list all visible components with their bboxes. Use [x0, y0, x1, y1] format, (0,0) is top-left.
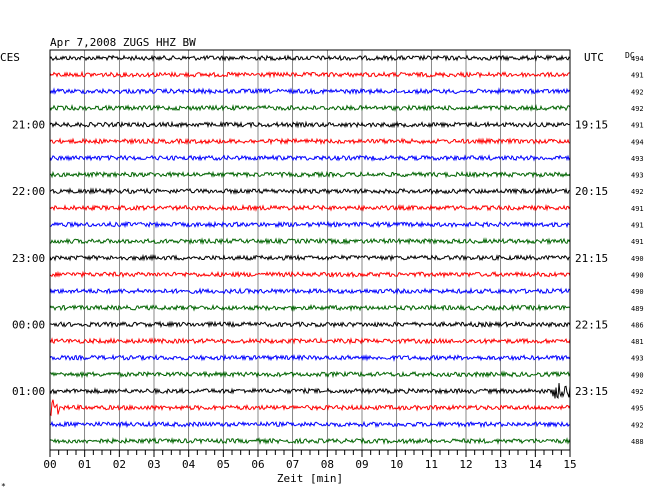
x-tick-label: 13: [494, 458, 507, 471]
dc-value: 493: [631, 355, 644, 363]
left-hour-label: 21:00: [12, 119, 45, 132]
seismic-trace: [50, 220, 571, 229]
chart-title: Apr 7,2008 ZUGS HHZ BW: [50, 36, 196, 49]
x-tick-label: 14: [529, 458, 543, 471]
x-tick-label: 15: [563, 458, 576, 471]
dc-value: 486: [631, 321, 644, 329]
dc-value: 491: [631, 122, 644, 130]
x-axis-ticks: 00 01 02 03 04 05 06 07 08 09 10 11 12 13 14 15: [43, 450, 577, 471]
seismic-trace: [49, 337, 571, 346]
left-hour-label: 23:00: [12, 252, 45, 265]
seismic-trace: [49, 54, 571, 62]
seismic-trace: [49, 237, 571, 246]
dc-value: 490: [631, 271, 644, 279]
dc-value: 488: [631, 438, 644, 446]
seismic-trace: [49, 253, 571, 262]
left-hour-label: 00:00: [12, 318, 45, 331]
right-hour-label: 23:15: [575, 385, 608, 398]
dc-value: 492: [631, 105, 644, 113]
seismic-trace: [49, 383, 571, 400]
x-tick-label: 07: [286, 458, 299, 471]
seismic-trace: [49, 320, 571, 329]
seismic-trace: [49, 399, 571, 417]
dc-value: 493: [631, 155, 644, 163]
footer-mark: *: [1, 482, 6, 491]
dc-value: 491: [631, 222, 644, 230]
left-timezone-label: CES: [0, 51, 20, 64]
seismic-trace: [49, 170, 571, 179]
seismic-trace: [49, 70, 570, 79]
seismic-trace: [49, 137, 571, 146]
x-axis-label: Zeit [min]: [277, 472, 343, 485]
dc-value-labels: 494 491 492 492 491 494 493 493 492 491 491 491 490 4…: [631, 55, 644, 446]
seismic-trace: [49, 420, 571, 429]
dc-value: 492: [631, 421, 644, 429]
right-timezone-label: UTC: [584, 51, 604, 64]
dc-value: 495: [631, 405, 644, 413]
dc-value: 494: [631, 138, 644, 146]
grid-lines: [84, 50, 536, 450]
seismic-trace: [49, 103, 571, 112]
x-tick-label: 04: [182, 458, 196, 471]
x-tick-label: 03: [147, 458, 160, 471]
dc-value: 492: [631, 388, 644, 396]
x-tick-label: 06: [251, 458, 264, 471]
seismic-trace: [49, 303, 571, 312]
x-tick-label: 10: [390, 458, 403, 471]
x-tick-label: 02: [113, 458, 126, 471]
right-hour-label: 22:15: [575, 318, 608, 331]
dc-value: 491: [631, 238, 644, 246]
seismic-trace: [49, 353, 571, 362]
x-tick-label: 08: [321, 458, 334, 471]
seismic-trace: [49, 187, 571, 196]
x-tick-label: 11: [425, 458, 438, 471]
seismic-trace: [49, 437, 571, 446]
x-tick-label: 12: [459, 458, 472, 471]
dc-value: 492: [631, 88, 644, 96]
right-hour-label: 20:15: [575, 185, 608, 198]
x-tick-label: 05: [217, 458, 230, 471]
dc-value: 491: [631, 72, 644, 80]
dc-header-label: DC: [625, 51, 635, 60]
dc-value: 481: [631, 338, 644, 346]
dc-value: 490: [631, 255, 644, 263]
seismic-trace: [49, 270, 571, 279]
x-tick-label: 00: [43, 458, 56, 471]
right-hour-label: 19:15: [575, 119, 608, 132]
right-hour-labels: 19:15 20:15 21:15 22:15 23:15: [575, 119, 608, 398]
dc-value: 490: [631, 371, 644, 379]
seismic-trace: [49, 287, 571, 295]
seismic-trace: [49, 370, 571, 379]
seismic-trace: [49, 154, 571, 162]
x-tick-label: 01: [78, 458, 91, 471]
dc-value: 489: [631, 305, 644, 313]
left-hour-label: 22:00: [12, 185, 45, 198]
dc-value: 491: [631, 205, 644, 213]
seismic-trace: [49, 87, 571, 96]
trace-group: [49, 54, 571, 446]
left-hour-labels: 21:00 22:00 23:00 00:00 01:00: [12, 119, 45, 398]
seismic-trace: [49, 120, 571, 129]
dc-value: 494: [631, 55, 644, 63]
dc-value: 490: [631, 288, 644, 296]
left-hour-label: 01:00: [12, 385, 45, 398]
x-tick-label: 09: [355, 458, 368, 471]
seismic-trace: [49, 203, 571, 212]
dc-value: 492: [631, 188, 644, 196]
right-hour-label: 21:15: [575, 252, 608, 265]
dc-value: 493: [631, 172, 644, 180]
